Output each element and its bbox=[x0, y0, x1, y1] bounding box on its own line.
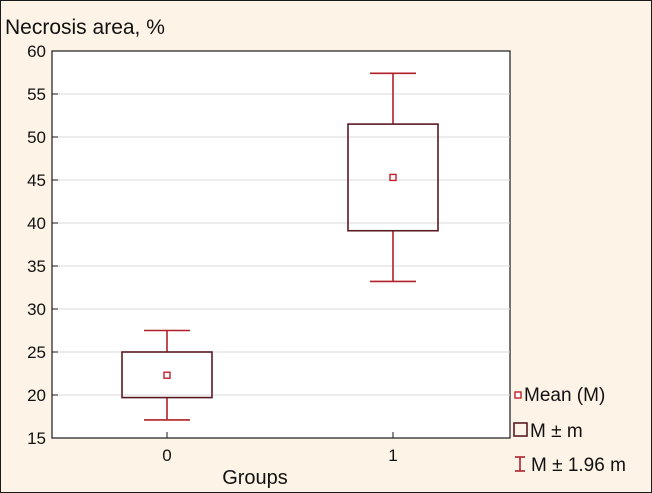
chart-title: Necrosis area, % bbox=[5, 16, 165, 39]
y-tick-label: 60 bbox=[27, 42, 46, 61]
legend-item: M ± 1.96 m bbox=[515, 455, 626, 476]
mean-se-box bbox=[121, 351, 213, 399]
legend-box-marker bbox=[513, 422, 528, 437]
mean-point bbox=[163, 371, 171, 379]
groups bbox=[121, 72, 439, 421]
legend-label: M ± m bbox=[530, 421, 583, 442]
y-tick-label: 15 bbox=[27, 429, 46, 448]
legend-label: Mean (M) bbox=[524, 385, 605, 406]
x-axis-title: Groups bbox=[222, 467, 288, 489]
legend-mean-marker bbox=[514, 391, 522, 399]
y-tick-label: 35 bbox=[27, 257, 46, 276]
mean-se-box bbox=[347, 123, 439, 232]
y-tick-label: 25 bbox=[27, 343, 46, 362]
mean-point bbox=[389, 173, 397, 182]
y-axis: 15 20 25 30 35 40 45 50 55 60 bbox=[27, 42, 58, 448]
plot-area bbox=[51, 50, 511, 439]
y-tick-label: 30 bbox=[27, 300, 46, 319]
y-tick-label: 40 bbox=[27, 214, 46, 233]
x-tick-label: 1 bbox=[388, 446, 397, 465]
legend-label: M ± 1.96 m bbox=[531, 455, 626, 476]
y-tick-label: 50 bbox=[27, 128, 46, 147]
legend-item: Mean (M) bbox=[514, 385, 605, 406]
y-tick-label: 20 bbox=[27, 386, 46, 405]
y-tick-label: 45 bbox=[27, 171, 46, 190]
legend: Mean (M) M ± m M ± 1.96 m bbox=[513, 385, 626, 476]
group-1 bbox=[347, 72, 439, 283]
x-tick-label: 0 bbox=[162, 446, 171, 465]
legend-item: M ± m bbox=[513, 421, 583, 442]
y-tick-label: 55 bbox=[27, 85, 46, 104]
group-0 bbox=[121, 329, 213, 421]
